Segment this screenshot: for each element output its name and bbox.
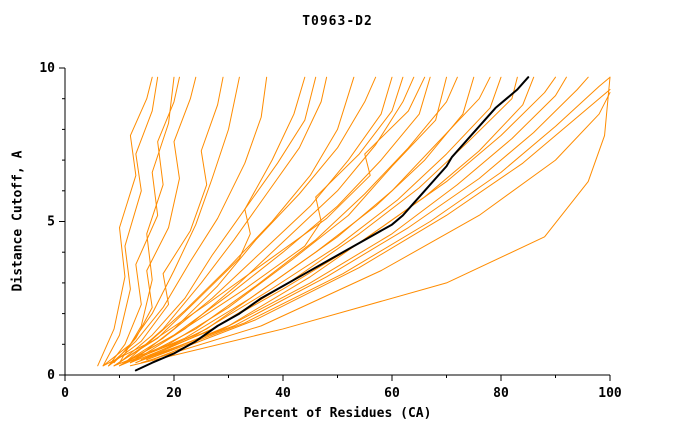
- model-line: [108, 76, 268, 367]
- model-line: [124, 76, 431, 364]
- model-line: [140, 92, 611, 364]
- model-line: [146, 76, 611, 361]
- model-line: [124, 76, 328, 364]
- model-line: [140, 76, 589, 361]
- model-line: [129, 76, 377, 364]
- model-line: [102, 76, 426, 367]
- model-line: [113, 76, 197, 364]
- model-line: [135, 76, 567, 364]
- y-tick-label: 10: [39, 61, 55, 76]
- model-line: [102, 76, 159, 367]
- axes: [64, 68, 610, 376]
- highlighted-model-line: [134, 76, 530, 372]
- model-line: [119, 76, 180, 364]
- x-tick-label: 100: [598, 386, 622, 401]
- model-line: [135, 76, 518, 364]
- x-tick-label: 40: [275, 386, 291, 401]
- model-line: [146, 76, 556, 361]
- chart-title: T0963-D2: [302, 14, 373, 29]
- model-line: [135, 76, 415, 361]
- model-line: [108, 76, 175, 367]
- x-tick-label: 80: [493, 386, 509, 401]
- x-tick-label: 20: [166, 386, 182, 401]
- model-line: [140, 76, 491, 361]
- model-line: [119, 76, 393, 367]
- y-tick-label: 5: [47, 215, 55, 230]
- model-line: [113, 76, 355, 367]
- model-line: [129, 76, 611, 367]
- model-line: [97, 76, 153, 367]
- model-line: [113, 76, 317, 367]
- model-line: [108, 76, 224, 367]
- model-line: [102, 76, 240, 367]
- x-axis-label: Percent of Residues (CA): [243, 406, 432, 421]
- model-line: [124, 76, 502, 364]
- model-line: [119, 76, 475, 367]
- y-tick-label: 0: [47, 368, 55, 383]
- x-tick-label: 60: [384, 386, 400, 401]
- model-line: [129, 76, 535, 364]
- model-line: [119, 76, 306, 364]
- model-line: [129, 76, 458, 364]
- x-tick-label: 0: [61, 386, 69, 401]
- model-line: [124, 76, 404, 364]
- model-line: [151, 88, 611, 361]
